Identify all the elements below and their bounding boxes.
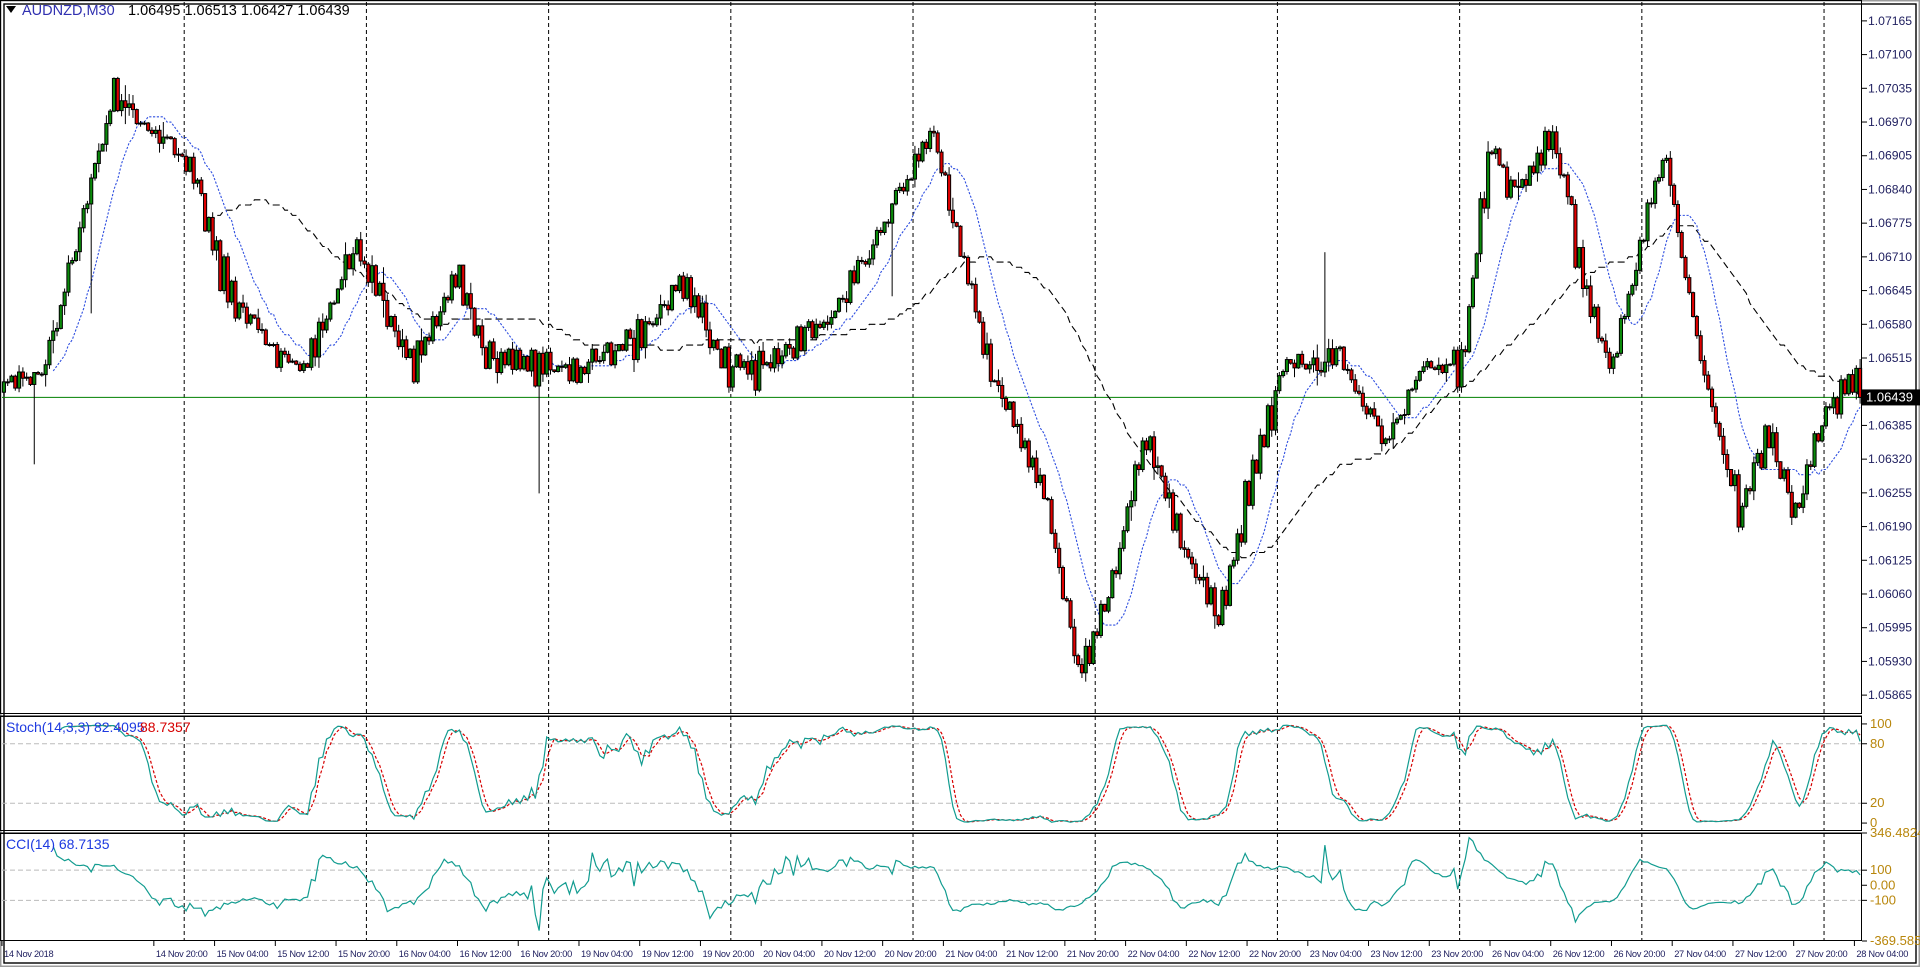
svg-text:1.06970: 1.06970: [1868, 115, 1912, 129]
svg-text:1.06190: 1.06190: [1868, 520, 1912, 534]
svg-text:19 Nov 04:00: 19 Nov 04:00: [581, 949, 633, 959]
svg-text:21 Nov 20:00: 21 Nov 20:00: [1067, 949, 1119, 959]
svg-text:1.07100: 1.07100: [1868, 48, 1912, 62]
svg-text:88.7357: 88.7357: [140, 719, 191, 735]
svg-text:AUDNZD,M30: AUDNZD,M30: [22, 3, 115, 19]
svg-text:80: 80: [1870, 736, 1884, 751]
svg-text:20 Nov 12:00: 20 Nov 12:00: [824, 949, 876, 959]
svg-text:14 Nov 20:00: 14 Nov 20:00: [156, 949, 208, 959]
svg-text:19 Nov 20:00: 19 Nov 20:00: [702, 949, 754, 959]
svg-text:1.06515: 1.06515: [1868, 351, 1912, 365]
svg-text:Stoch(14,3,3) 82.4095: Stoch(14,3,3) 82.4095: [6, 719, 145, 735]
svg-text:16 Nov 20:00: 16 Nov 20:00: [520, 949, 572, 959]
svg-text:22 Nov 12:00: 22 Nov 12:00: [1188, 949, 1240, 959]
svg-text:1.06580: 1.06580: [1868, 317, 1912, 331]
svg-text:CCI(14) 68.7135: CCI(14) 68.7135: [6, 836, 110, 852]
svg-text:15 Nov 04:00: 15 Nov 04:00: [217, 949, 269, 959]
svg-text:15 Nov 12:00: 15 Nov 12:00: [277, 949, 329, 959]
svg-text:21 Nov 04:00: 21 Nov 04:00: [945, 949, 997, 959]
svg-text:1.06840: 1.06840: [1868, 182, 1912, 196]
svg-text:22 Nov 20:00: 22 Nov 20:00: [1249, 949, 1301, 959]
svg-text:1.06320: 1.06320: [1868, 452, 1912, 466]
svg-text:23 Nov 04:00: 23 Nov 04:00: [1310, 949, 1362, 959]
svg-text:20: 20: [1870, 795, 1884, 810]
svg-text:346.4824: 346.4824: [1870, 825, 1920, 840]
svg-text:14 Nov 2018: 14 Nov 2018: [4, 949, 54, 959]
svg-text:26 Nov 12:00: 26 Nov 12:00: [1553, 949, 1605, 959]
svg-text:1.05995: 1.05995: [1868, 621, 1912, 635]
svg-text:1.07165: 1.07165: [1868, 14, 1912, 28]
svg-text:1.06495 1.06513 1.06427 1.0643: 1.06495 1.06513 1.06427 1.06439: [128, 3, 350, 19]
svg-text:28 Nov 04:00: 28 Nov 04:00: [1856, 949, 1908, 959]
svg-text:-100: -100: [1870, 892, 1896, 907]
svg-text:23 Nov 20:00: 23 Nov 20:00: [1431, 949, 1483, 959]
svg-text:26 Nov 20:00: 26 Nov 20:00: [1613, 949, 1665, 959]
svg-text:1.06710: 1.06710: [1868, 250, 1912, 264]
svg-text:1.06060: 1.06060: [1868, 587, 1912, 601]
svg-text:15 Nov 20:00: 15 Nov 20:00: [338, 949, 390, 959]
svg-text:21 Nov 12:00: 21 Nov 12:00: [1006, 949, 1058, 959]
svg-text:20 Nov 04:00: 20 Nov 04:00: [763, 949, 815, 959]
svg-text:1.06905: 1.06905: [1868, 149, 1912, 163]
svg-text:100: 100: [1870, 716, 1892, 731]
svg-text:23 Nov 12:00: 23 Nov 12:00: [1371, 949, 1423, 959]
svg-text:26 Nov 04:00: 26 Nov 04:00: [1492, 949, 1544, 959]
svg-text:1.06125: 1.06125: [1868, 553, 1912, 567]
svg-text:1.06439: 1.06439: [1866, 389, 1913, 404]
svg-text:27 Nov 12:00: 27 Nov 12:00: [1735, 949, 1787, 959]
svg-text:1.05865: 1.05865: [1868, 688, 1912, 702]
svg-text:1.05930: 1.05930: [1868, 654, 1912, 668]
svg-text:-369.5856: -369.5856: [1870, 933, 1920, 948]
svg-text:0.00: 0.00: [1870, 877, 1895, 892]
svg-text:100: 100: [1870, 862, 1892, 877]
svg-text:1.06775: 1.06775: [1868, 216, 1912, 230]
svg-text:27 Nov 20:00: 27 Nov 20:00: [1796, 949, 1848, 959]
svg-text:1.06385: 1.06385: [1868, 418, 1912, 432]
svg-text:16 Nov 04:00: 16 Nov 04:00: [399, 949, 451, 959]
svg-text:16 Nov 12:00: 16 Nov 12:00: [460, 949, 512, 959]
svg-text:1.07035: 1.07035: [1868, 81, 1912, 95]
svg-text:22 Nov 04:00: 22 Nov 04:00: [1128, 949, 1180, 959]
svg-text:20 Nov 20:00: 20 Nov 20:00: [885, 949, 937, 959]
svg-text:1.06645: 1.06645: [1868, 284, 1912, 298]
svg-text:19 Nov 12:00: 19 Nov 12:00: [642, 949, 694, 959]
svg-text:27 Nov 04:00: 27 Nov 04:00: [1674, 949, 1726, 959]
svg-text:1.06255: 1.06255: [1868, 486, 1912, 500]
